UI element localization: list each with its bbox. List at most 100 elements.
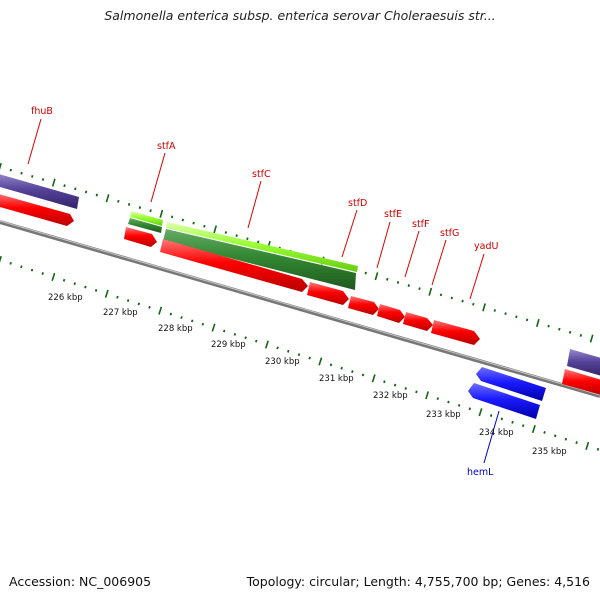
stfa-arrow-red[interactable]	[124, 227, 157, 247]
gene-labels: fhuB stfA stfC stfD stfE stfF stfG yadU …	[31, 106, 498, 478]
stfe-arrow-red[interactable]	[348, 296, 379, 315]
inner-track-tick	[233, 332, 237, 336]
inner-track-tick	[500, 417, 504, 421]
stff-arrow-red[interactable]	[377, 304, 405, 323]
stfa-bar-dark[interactable]	[128, 218, 162, 233]
inner-track-tick	[287, 349, 290, 353]
inner-track-tick	[190, 319, 194, 323]
outer-track-tick	[127, 203, 131, 206]
stfd-leader	[341, 209, 358, 258]
outer-track-tick	[374, 272, 379, 281]
gene-label-stff[interactable]: stfF	[412, 219, 429, 230]
outer-track-tick	[192, 221, 195, 225]
outer-track-tick	[515, 315, 518, 319]
outer-track-tick	[407, 284, 410, 287]
outer-track-tick	[493, 309, 497, 312]
inner-track-tick	[158, 306, 163, 315]
stfg-arrow-red[interactable]	[403, 312, 433, 331]
inner-track-tick	[425, 391, 430, 400]
inner-track-tick	[94, 289, 98, 292]
right-edge-red[interactable]	[562, 369, 600, 396]
outer-track-tick	[547, 324, 550, 328]
inner-track-tick	[223, 329, 226, 333]
gene-label-fhub[interactable]: fhuB	[31, 106, 53, 117]
inner-track-tick	[148, 305, 151, 309]
inner-track-tick	[554, 434, 557, 438]
fhub-arrow-red[interactable]	[0, 193, 74, 226]
outer-track-tick	[170, 215, 174, 219]
outer-track-tick	[482, 303, 486, 312]
fhub-arrow-purple[interactable]	[0, 173, 79, 209]
outer-track-tick	[246, 237, 249, 241]
stfd-arrow-red[interactable]	[307, 282, 349, 305]
gene-label-stfc[interactable]: stfC	[252, 169, 271, 180]
inner-track-tick	[126, 299, 130, 302]
inner-track-tick	[0, 255, 2, 263]
outer-track-tick	[74, 187, 77, 191]
gene-label-stfd[interactable]: stfD	[348, 198, 367, 209]
inner-track-tick	[51, 272, 56, 281]
outer-track-tick	[149, 209, 152, 213]
inner-track-tick	[41, 272, 44, 275]
outer-track-tick	[159, 209, 164, 218]
inner-track-tick	[264, 340, 269, 349]
gene-label-yadu[interactable]: yadU	[474, 241, 498, 252]
inner-track-tick	[351, 370, 354, 373]
accession-text: Accession: NC_006905	[9, 574, 152, 589]
ruler-label-235: 235 kbp	[532, 447, 567, 457]
ruler-label-231: 231 kbp	[319, 374, 354, 384]
outer-track-tick	[213, 225, 218, 234]
inner-track-tick	[255, 339, 258, 343]
inner-track-tick	[329, 363, 333, 367]
right-edge-purple[interactable]	[567, 349, 600, 377]
outer-track-tick	[235, 234, 238, 238]
ruler-label-230: 230 kbp	[265, 357, 300, 367]
inner-track-tick	[104, 289, 109, 298]
ruler-label-234: 234 kbp	[479, 428, 514, 438]
fhub-leader	[27, 118, 42, 165]
inner-track-tick	[478, 408, 483, 417]
gene-label-stfg[interactable]: stfG	[440, 228, 459, 239]
outer-track-tick	[84, 190, 88, 194]
inner-track-tick	[137, 302, 141, 306]
inner-track-tick	[30, 268, 34, 272]
outer-track-tick	[525, 318, 529, 322]
outer-track-tick	[63, 184, 66, 188]
inner-track-tick	[116, 295, 119, 299]
outer-track-tick	[0, 162, 2, 170]
inner-track-tick	[276, 346, 279, 350]
yadu-arrow-red[interactable]	[431, 320, 480, 345]
stfc-arrow-red[interactable]	[160, 239, 308, 292]
inner-track-tick	[340, 366, 343, 370]
outer-track-tick	[138, 206, 142, 209]
inner-track-tick	[531, 425, 536, 434]
stfc-bar-dark[interactable]	[163, 229, 356, 290]
gene-label-heml[interactable]: hemL	[467, 467, 494, 478]
outer-track-tick	[256, 240, 260, 244]
inner-track-tick	[318, 357, 323, 366]
ruler-labels: 226 kbp 227 kbp 228 kbp 229 kbp 230 kbp …	[48, 293, 567, 457]
inner-track-tick	[201, 322, 205, 326]
outer-track-tick	[472, 302, 475, 306]
outer-tick-track	[0, 162, 594, 343]
inner-track-tick	[84, 285, 87, 289]
ruler-label-233: 233 kbp	[426, 410, 461, 420]
inner-track-tick	[457, 403, 461, 407]
outer-track-tick	[396, 281, 400, 284]
topology-text: Topology: circular; Length: 4,755,700 bp…	[246, 574, 590, 589]
inner-track-tick	[404, 387, 407, 390]
stfc-bar-light[interactable]	[166, 222, 358, 272]
hemL-arrow-upper[interactable]	[476, 367, 546, 401]
inner-track-tick	[169, 312, 173, 316]
inner-track-tick	[211, 323, 216, 332]
stfa-leader	[150, 152, 166, 203]
gene-label-stfa[interactable]: stfA	[157, 141, 176, 152]
inner-track-tick	[393, 383, 397, 387]
inner-track-tick	[415, 390, 418, 394]
stfa-bar-light[interactable]	[130, 211, 163, 226]
outer-track-tick	[105, 194, 110, 203]
gene-label-stfe[interactable]: stfE	[384, 209, 402, 220]
label-leaders	[27, 118, 500, 464]
hemL-arrow-lower[interactable]	[468, 383, 540, 419]
outer-track-tick	[535, 318, 540, 328]
